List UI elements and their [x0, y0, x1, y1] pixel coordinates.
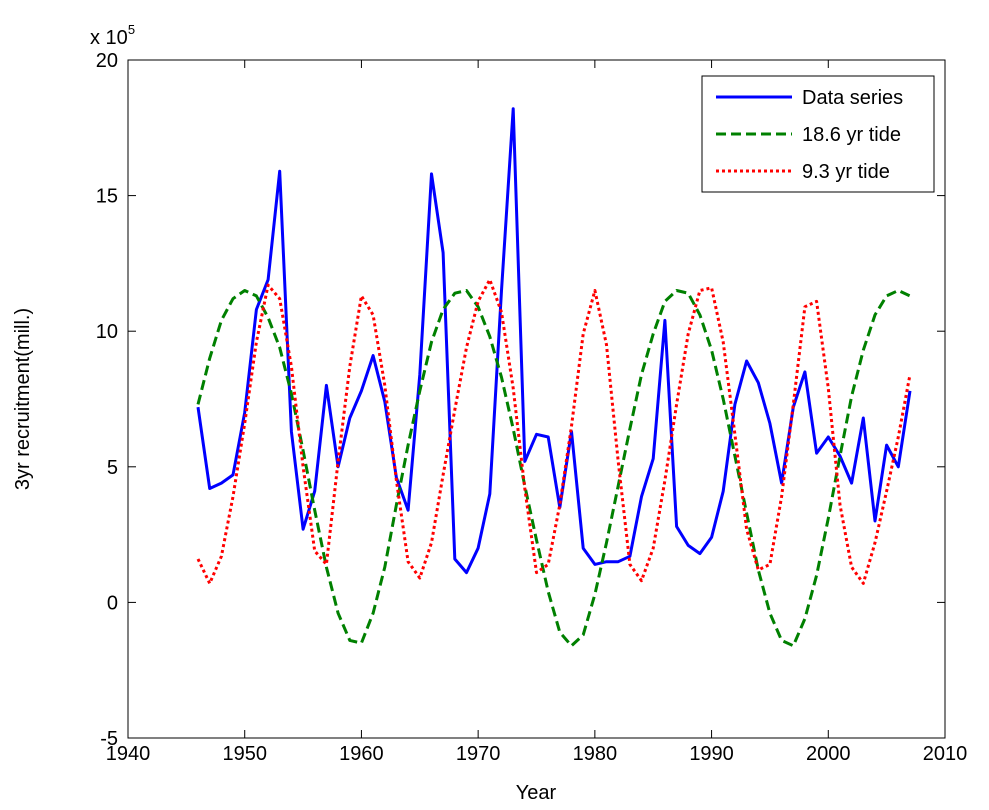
y-axis: -5 0 5 10 15 20 [96, 50, 945, 750]
legend-label-data-series: Data series [802, 87, 903, 109]
axes-box [127, 59, 946, 739]
x-axis-label: Year [516, 782, 557, 804]
y-tick-label: 5 [107, 457, 118, 479]
legend: Data series 18.6 yr tide 9.3 yr tide [701, 75, 935, 193]
y-multiplier-label: x 105 [90, 22, 135, 49]
x-tick-label: 1960 [339, 743, 384, 765]
x-axis: 1940 1950 1960 1970 1980 1990 2000 2010 [106, 60, 968, 765]
y-multiplier-exponent: 5 [128, 22, 135, 37]
x-tick-label: 1970 [456, 743, 501, 765]
y-tick-label: 15 [96, 186, 118, 208]
y-tick-label: 0 [107, 592, 118, 614]
legend-label-18-6-yr-tide: 18.6 yr tide [802, 124, 901, 146]
x-tick-label: 2000 [806, 743, 851, 765]
legend-label-9-3-yr-tide: 9.3 yr tide [802, 161, 890, 183]
y-tick-label: 20 [96, 50, 118, 72]
x-tick-label: 1980 [573, 743, 618, 765]
series-line-18-6-yr-tide [196, 289, 911, 648]
x-tick-label: 2010 [923, 743, 968, 765]
x-tick-label: 1940 [106, 743, 151, 765]
x-tick-label: 1950 [222, 743, 267, 765]
series-layer [196, 107, 912, 648]
y-tick-label: 10 [96, 321, 118, 343]
y-multiplier-base: x 10 [90, 27, 128, 49]
series-line-9-3-yr-tide [196, 278, 912, 585]
y-axis-label: 3yr recruitment(mill.) [12, 308, 34, 490]
y-tick-label: -5 [100, 728, 118, 750]
x-tick-label: 1990 [689, 743, 734, 765]
